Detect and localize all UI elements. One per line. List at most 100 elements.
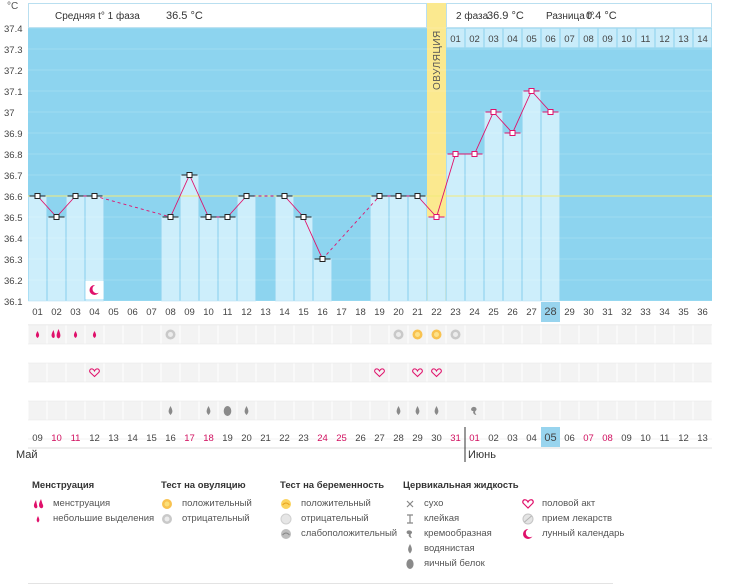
temp-marker	[471, 151, 478, 157]
y-tick-label: 37.1	[4, 87, 23, 98]
temp-marker	[300, 214, 307, 220]
egg-white-icon	[403, 558, 417, 570]
legend-item: отрицательный	[161, 511, 252, 526]
y-tick-label: 36.2	[4, 276, 23, 287]
cycle-day-label: 14	[279, 307, 290, 318]
pregnancy-positive-icon	[280, 498, 294, 510]
cycle-day-label: 07	[146, 307, 157, 318]
moon-icon	[521, 528, 535, 540]
temp-bar	[465, 153, 484, 302]
pill-icon	[521, 513, 535, 525]
ovulation-negative-core	[396, 332, 401, 337]
post-ov-day-box	[674, 28, 693, 48]
calendar-date-label: 04	[526, 433, 537, 444]
legend-label: слабоположительный	[301, 528, 398, 539]
y-tick-label: 37.4	[4, 24, 23, 35]
cycle-day-label: 30	[583, 307, 594, 318]
legend-ovulation-test: Тест на овуляцию положительный отрицател…	[161, 480, 252, 526]
cycle-day-label: 15	[298, 307, 309, 318]
temp-line-segment	[493, 111, 513, 134]
legend-item: половой акт	[521, 496, 624, 511]
calendar-date-label: 03	[507, 433, 518, 444]
creamy-icon	[403, 528, 417, 540]
post-ov-day-label: 07	[564, 34, 575, 45]
legend-item: положительный	[161, 496, 252, 511]
post-ov-day-label: 09	[602, 34, 613, 45]
calendar-date-label: 07	[583, 433, 594, 444]
temp-line-segment	[37, 195, 57, 218]
current-day-box	[541, 302, 560, 322]
cycle-day-label: 19	[374, 307, 385, 318]
temp-line-segment	[436, 153, 456, 218]
creamy-icon	[471, 406, 477, 415]
post-ov-day-box	[446, 28, 465, 48]
temp-line-segment	[170, 174, 190, 218]
temp-marker	[376, 193, 383, 199]
today-date-box	[541, 427, 560, 447]
temp-bar	[541, 111, 560, 302]
post-ov-day-box	[579, 28, 598, 48]
calendar-date-label: 17	[184, 433, 195, 444]
post-ov-day-label: 04	[507, 34, 518, 45]
legend-menstruation: Менструация менструация небольшие выделе…	[32, 480, 154, 526]
y-tick-label: 37.3	[4, 45, 23, 56]
temp-line-segment	[56, 195, 76, 218]
calendar-date-label: 30	[431, 433, 442, 444]
y-tick-label: 36.7	[4, 171, 23, 182]
post-ov-day-label: 06	[545, 34, 556, 45]
menstruation-drop-icon	[51, 330, 55, 338]
calendar-date-label: 21	[260, 433, 271, 444]
month-label-may: Май	[16, 449, 38, 461]
cycle-day-label: 09	[184, 307, 195, 318]
watery-drop-icon	[168, 406, 173, 415]
plot-background	[28, 28, 712, 301]
cycle-day-label: 36	[697, 307, 708, 318]
legend-label: небольшие выделения	[53, 513, 155, 524]
sticky-icon	[403, 513, 417, 525]
y-tick-label: 36.5	[4, 213, 23, 224]
legend-item: яичный белок	[403, 556, 519, 571]
cycle-day-label: 31	[602, 307, 613, 318]
menstruation-drop-icon	[35, 331, 40, 338]
moon-icon-cut	[92, 284, 101, 294]
calendar-date-label: 31	[450, 433, 461, 444]
legend-item: клейкая	[403, 511, 519, 526]
post-ov-day-label: 12	[659, 34, 670, 45]
legend-menstruation-title: Менструация	[32, 480, 95, 491]
temp-line-segment	[303, 216, 323, 260]
cycle-day-label: 01	[32, 307, 43, 318]
temp-bar	[408, 195, 427, 302]
post-ov-day-label: 14	[697, 34, 708, 45]
watery-drop-icon	[244, 406, 249, 415]
cycle-day-label: 17	[336, 307, 347, 318]
egg-white-icon	[223, 406, 232, 416]
calendar-date-label: 24	[317, 433, 328, 444]
calendar-date-label: 13	[108, 433, 119, 444]
temp-marker	[53, 214, 60, 220]
temp-bar	[275, 195, 294, 302]
post-ov-day-box	[655, 28, 674, 48]
phase2-header-box	[446, 3, 712, 28]
watery-drop-icon	[206, 406, 211, 415]
cycle-day-label: 03	[70, 307, 81, 318]
menstruation-drop-icon	[92, 331, 97, 338]
temp-marker	[490, 109, 497, 115]
calendar-date-label: 02	[488, 433, 499, 444]
ovulation-negative-core	[453, 332, 458, 337]
post-ov-day-label: 02	[469, 34, 480, 45]
calendar-date-label: 14	[127, 433, 138, 444]
temp-marker	[91, 193, 98, 199]
cycle-day-label: 08	[165, 307, 176, 318]
temp-bar	[389, 195, 408, 302]
post-ov-day-box	[560, 28, 579, 48]
watery-drop-icon	[396, 406, 401, 415]
calendar-date-label: 15	[146, 433, 157, 444]
calendar-date-label: 12	[678, 433, 689, 444]
post-ov-day-label: 01	[450, 34, 461, 45]
temp-marker	[395, 193, 402, 199]
calendar-date-label: 06	[564, 433, 575, 444]
legend-label: лунный календарь	[542, 528, 625, 539]
cycle-day-label: 05	[108, 307, 119, 318]
diff-value: 0.4 °C	[586, 10, 617, 22]
calendar-date-label: 11	[660, 433, 670, 444]
